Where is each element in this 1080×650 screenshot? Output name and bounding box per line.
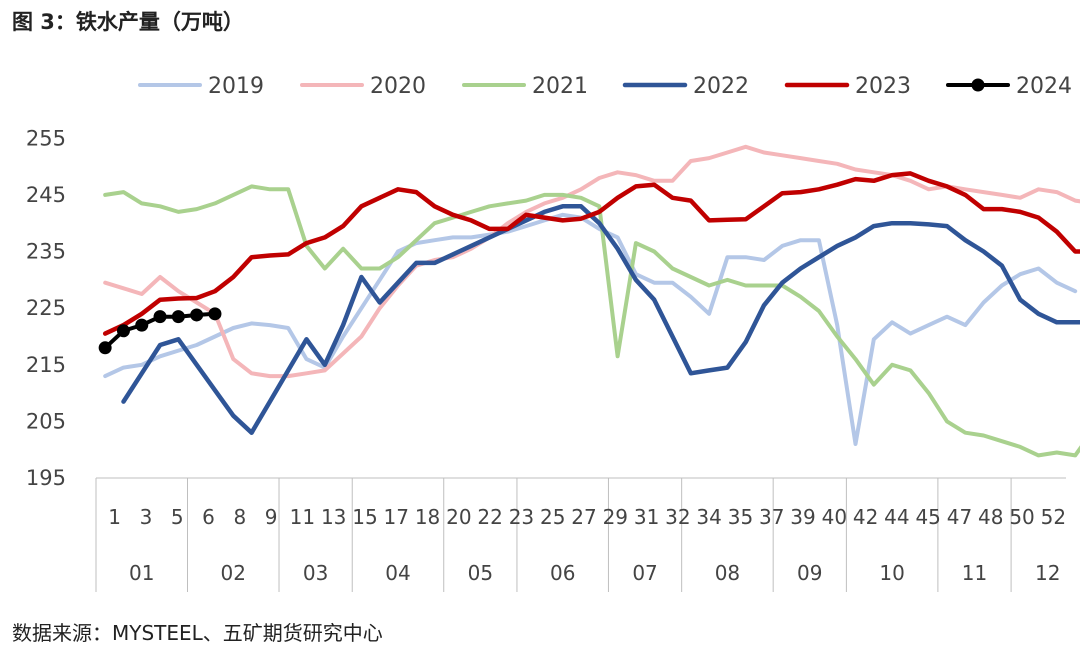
y-tick-label: 235	[26, 240, 66, 264]
x-tick-label: 27	[571, 505, 596, 529]
legend-marker-2024	[971, 78, 985, 92]
x-tick-label: 11	[290, 505, 315, 529]
data-point-2024	[135, 318, 149, 332]
x-tick-label: 32	[665, 505, 690, 529]
x-tick-label: 37	[759, 505, 784, 529]
month-label: 06	[550, 561, 575, 585]
month-label: 02	[221, 561, 246, 585]
month-label: 01	[129, 561, 154, 585]
x-tick-label: 44	[884, 505, 909, 529]
x-tick-label: 13	[321, 505, 346, 529]
x-tick-label: 25	[540, 505, 565, 529]
series-line-2019	[103, 212, 1078, 446]
x-tick-label: 42	[853, 505, 878, 529]
x-tick-label: 23	[509, 505, 534, 529]
legend-label-2020: 2020	[370, 74, 426, 99]
x-tick-label: 20	[446, 505, 471, 529]
x-tick-label: 48	[978, 505, 1003, 529]
data-point-2024	[116, 324, 130, 338]
y-tick-label: 255	[26, 126, 66, 150]
legend-label-2019: 2019	[208, 74, 264, 99]
data-point-2024	[98, 341, 112, 355]
series-line-2021	[103, 184, 1080, 458]
y-tick-label: 225	[26, 296, 66, 320]
x-tick-label: 1	[108, 505, 121, 529]
x-tick-label: 50	[1009, 505, 1034, 529]
legend-label-2024: 2024	[1016, 74, 1072, 99]
chart-series	[98, 144, 1080, 458]
month-label: 12	[1035, 561, 1060, 585]
series-line-2022	[121, 204, 1080, 435]
y-tick-label: 215	[26, 353, 66, 377]
x-tick-label: 29	[603, 505, 628, 529]
month-label: 11	[962, 561, 987, 585]
month-label: 07	[632, 561, 657, 585]
data-point-2024	[153, 310, 167, 324]
x-tick-label: 9	[265, 505, 278, 529]
y-tick-label: 195	[26, 466, 66, 490]
month-label: 05	[468, 561, 493, 585]
month-label: 09	[797, 561, 822, 585]
x-tick-label: 31	[634, 505, 659, 529]
x-tick-label: 3	[140, 505, 153, 529]
legend-label-2022: 2022	[693, 74, 749, 99]
legend-label-2023: 2023	[855, 74, 911, 99]
x-tick-label: 47	[947, 505, 972, 529]
x-tick-label: 6	[202, 505, 215, 529]
data-point-2024	[208, 307, 222, 321]
x-tick-label: 40	[822, 505, 847, 529]
month-label: 10	[879, 561, 904, 585]
month-label: 04	[385, 561, 410, 585]
x-tick-label: 17	[384, 505, 409, 529]
x-tick-label: 34	[696, 505, 721, 529]
x-tick-label: 39	[790, 505, 815, 529]
data-point-2024	[190, 308, 204, 322]
x-tick-label: 52	[1041, 505, 1066, 529]
data-point-2024	[171, 310, 185, 324]
month-label: 08	[715, 561, 740, 585]
figure-title: 图 3：铁水产量（万吨）	[12, 10, 244, 34]
series-line-2023	[102, 171, 1080, 336]
x-tick-label: 18	[415, 505, 440, 529]
chart-legend: 2019 2020 2021 2022 2023 2024	[138, 74, 1072, 99]
y-tick-label: 205	[26, 409, 66, 433]
y-tick-label: 245	[26, 183, 66, 207]
month-label: 03	[303, 561, 328, 585]
x-tick-label: 22	[477, 505, 502, 529]
x-tick-label: 45	[915, 505, 940, 529]
source-note: 数据来源：MYSTEEL、五矿期货研究中心	[12, 621, 383, 645]
x-tick-label: 8	[233, 505, 246, 529]
legend-label-2021: 2021	[532, 74, 588, 99]
x-tick-label: 35	[728, 505, 753, 529]
x-tick-label: 5	[171, 505, 184, 529]
x-tick-label: 15	[352, 505, 377, 529]
